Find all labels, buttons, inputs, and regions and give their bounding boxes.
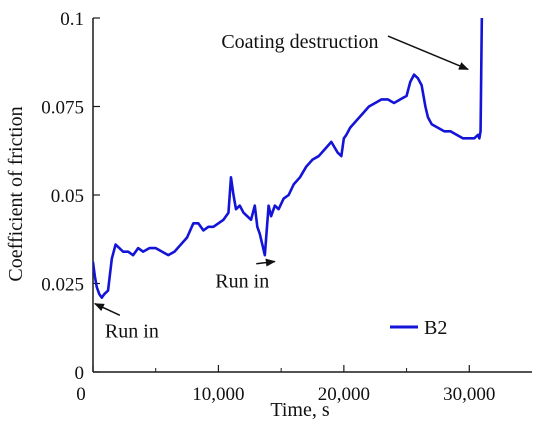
x-axis-title: Time, s [270,399,330,421]
annotation-label-3: Run in [215,271,269,293]
annotation-label-2: Run in [105,320,159,342]
axes [92,18,532,373]
x-tick-label: 0 [76,384,86,405]
y-tick-label: 0.025 [41,275,84,296]
legend: B2 [390,317,447,339]
x-tick-label: 20,000 [318,384,370,405]
data-series [93,18,484,299]
annotation-arrow-3 [256,258,276,267]
annotation-arrow-1 [387,35,469,71]
legend-label-b2: B2 [424,317,447,339]
annotation-label-1: Coating destruction [221,31,378,53]
y-axis-title: Coefficient of friction [5,106,27,281]
x-tick-label: 30,000 [443,384,495,405]
y-tick-label: 0.075 [41,98,84,119]
series-line-b2 [93,18,484,299]
axis-ticks: 0 10,000 20,000 30,000 0 0.025 0.05 0.075 0.1 [41,9,495,405]
annotation-arrow-2 [93,302,121,316]
x-tick-label: 10,000 [192,384,244,405]
y-tick-label: 0.05 [51,186,84,207]
annotations: Coating destruction Run in Run in [93,31,469,342]
y-tick-label: 0.1 [60,9,84,30]
y-tick-label: 0 [75,363,85,384]
